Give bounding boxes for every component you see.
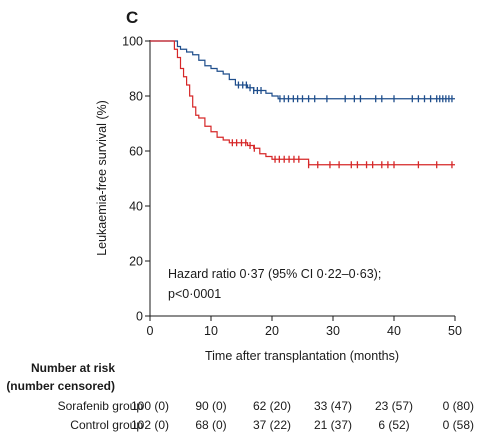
risk-cell: 0 (80) xyxy=(443,399,474,413)
risk-table-title: Number at risk xyxy=(31,361,115,375)
y-axis-label: Leukaemia-free survival (%) xyxy=(95,100,109,256)
risk-cell: 102 (0) xyxy=(131,418,169,432)
hazard-ratio-annotation: Hazard ratio 0·37 (95% CI 0·22–0·63); xyxy=(168,267,381,281)
plot-area: 0 20 40 60 80 100 0 10 20 30 40 50 xyxy=(122,35,462,339)
risk-cell: 68 (0) xyxy=(195,418,226,432)
x-tick-label: 20 xyxy=(265,324,279,338)
y-tick-label: 60 xyxy=(129,145,143,159)
risk-cell: 100 (0) xyxy=(131,399,169,413)
y-tick-label: 20 xyxy=(129,255,143,269)
risk-cell: 23 (57) xyxy=(375,399,413,413)
sorafenib-survival-curve xyxy=(150,40,455,100)
risk-row-label-sorafenib: Sorafenib group xyxy=(58,399,144,413)
risk-cell: 0 (58) xyxy=(443,418,474,432)
y-tick-label: 40 xyxy=(129,200,143,214)
p-value-annotation: p<0·0001 xyxy=(168,287,221,301)
risk-row-label-control: Control group xyxy=(70,418,143,432)
risk-cell: 90 (0) xyxy=(195,399,226,413)
risk-cell: 62 (20) xyxy=(253,399,291,413)
x-tick-label: 10 xyxy=(204,324,218,338)
x-tick-label: 40 xyxy=(387,324,401,338)
y-tick-label: 100 xyxy=(122,35,143,49)
risk-cell: 33 (47) xyxy=(314,399,352,413)
x-tick-label: 0 xyxy=(147,324,154,338)
x-tick-label: 30 xyxy=(326,324,340,338)
x-tick-label: 50 xyxy=(448,324,462,338)
y-tick-label: 0 xyxy=(136,310,143,324)
y-tick-label: 80 xyxy=(129,90,143,104)
panel-label: C xyxy=(126,8,138,27)
risk-cell: 21 (37) xyxy=(314,418,352,432)
risk-cell: 37 (22) xyxy=(253,418,291,432)
risk-cell: 6 (52) xyxy=(378,418,409,432)
x-axis-label: Time after transplantation (months) xyxy=(205,349,399,363)
risk-table-subtitle: (number censored) xyxy=(6,379,115,393)
control-survival-curve xyxy=(150,40,455,166)
